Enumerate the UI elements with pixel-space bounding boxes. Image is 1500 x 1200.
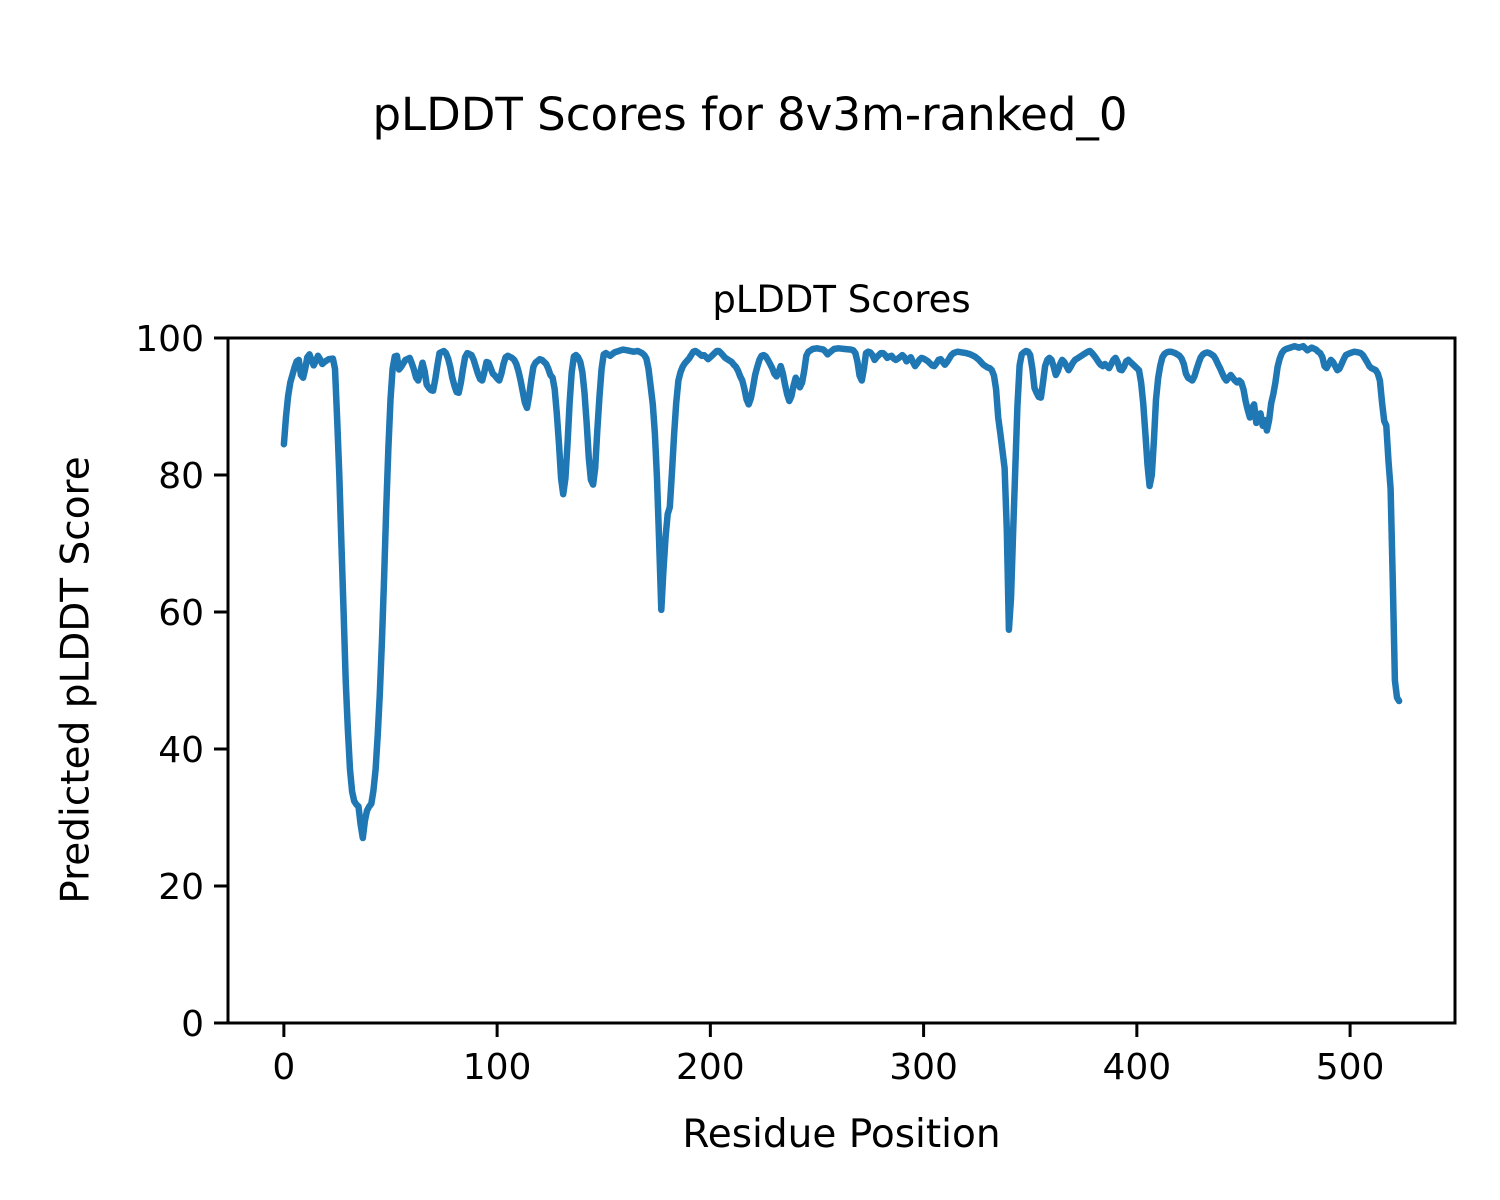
y-tick-label: 100 [135, 319, 204, 360]
y-tick-label: 80 [158, 456, 204, 497]
x-axis-label: Residue Position [682, 1112, 1001, 1157]
x-tick-label: 100 [463, 1047, 532, 1088]
x-tick-label: 500 [1316, 1047, 1385, 1088]
axis-tick-marks [214, 336, 1352, 1037]
y-tick-label: 20 [158, 867, 204, 908]
axis-tick-labels: 0 100 200 300 400 500 0 20 40 60 80 100 [135, 319, 1384, 1088]
x-tick-label: 0 [272, 1047, 295, 1088]
x-tick-label: 400 [1102, 1047, 1171, 1088]
plddt-line-series [280, 342, 1403, 842]
y-tick-label: 0 [181, 1004, 204, 1045]
y-tick-label: 40 [158, 730, 204, 771]
figure-title: pLDDT Scores for 8v3m-ranked_0 [372, 88, 1128, 141]
y-tick-label: 60 [158, 593, 204, 634]
axes-title: pLDDT Scores [712, 278, 971, 321]
axes-frame [226, 336, 1457, 1025]
x-tick-label: 300 [889, 1047, 958, 1088]
x-tick-label: 200 [676, 1047, 745, 1088]
